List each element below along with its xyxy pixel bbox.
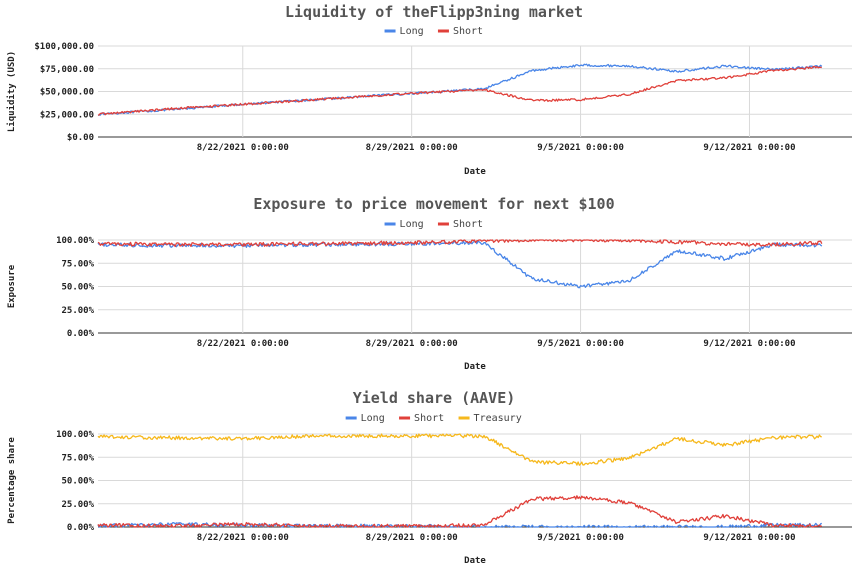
- y-tick-label: 75.00%: [61, 259, 94, 269]
- x-axis-label: Date: [464, 362, 486, 372]
- x-tick-label: 9/5/2021 0:00:00: [537, 143, 624, 153]
- y-tick-label: $25,000.00: [40, 110, 94, 120]
- x-tick-label: 8/22/2021 0:00:00: [197, 339, 289, 349]
- y-tick-label: 50.00%: [61, 477, 94, 487]
- x-tick-label: 8/22/2021 0:00:00: [197, 533, 289, 543]
- y-tick-label: 100.00%: [56, 430, 95, 440]
- series-line-long: [97, 240, 823, 289]
- legend-label-long: Long: [400, 219, 424, 230]
- series-line-treasury: [97, 433, 822, 466]
- x-tick-label: 9/12/2021 0:00:00: [703, 533, 795, 543]
- series-line-short: [97, 65, 822, 116]
- x-tick-label: 9/5/2021 0:00:00: [537, 533, 624, 543]
- y-tick-label: 100.00%: [56, 236, 95, 246]
- y-tick-label: $50,000.00: [40, 88, 94, 98]
- x-tick-label: 8/29/2021 0:00:00: [366, 533, 458, 543]
- x-axis-label: Date: [464, 556, 486, 566]
- legend-label-long: Long: [361, 413, 385, 424]
- y-axis-label: Exposure: [7, 264, 17, 308]
- y-tick-label: $0.00: [67, 133, 94, 143]
- y-tick-label: 75.00%: [61, 453, 94, 463]
- yield-share-chart: Yield share (AAVE) Long Short Treasury 0.00%…: [7, 389, 852, 566]
- legend: Long Short: [384, 26, 483, 37]
- series-line-short: [97, 239, 823, 248]
- legend-label-long: Long: [400, 26, 424, 37]
- legend: Long Short Treasury: [345, 413, 522, 424]
- chart-title: Yield share (AAVE): [353, 389, 516, 407]
- legend-label-short: Short: [453, 26, 483, 37]
- exposure-chart: Exposure to price movement for next $100…: [7, 195, 852, 372]
- x-axis-label: Date: [464, 167, 486, 177]
- y-axis-label: Liquidity (USD): [6, 51, 17, 132]
- x-tick-label: 8/22/2021 0:00:00: [197, 143, 289, 153]
- x-tick-label: 8/29/2021 0:00:00: [366, 339, 458, 349]
- legend: Long Short: [384, 219, 483, 230]
- x-tick-label: 8/29/2021 0:00:00: [366, 143, 458, 153]
- legend-label-treasury: Treasury: [474, 413, 522, 424]
- series-line-short: [97, 495, 823, 528]
- x-tick-label: 9/5/2021 0:00:00: [537, 339, 624, 349]
- x-tick-label: 9/12/2021 0:00:00: [703, 339, 795, 349]
- y-tick-label: $100,000.00: [34, 42, 94, 52]
- y-tick-label: 0.00%: [67, 329, 95, 339]
- x-tick-label: 9/12/2021 0:00:00: [703, 143, 795, 153]
- y-tick-label: 25.00%: [61, 306, 94, 316]
- chart-title: Exposure to price movement for next $100: [253, 195, 614, 213]
- liquidity-chart: Liquidity of theFlipp3ning market Long Sho…: [6, 3, 852, 177]
- legend-label-short: Short: [414, 413, 444, 424]
- y-tick-label: 25.00%: [61, 500, 94, 510]
- y-tick-label: 0.00%: [67, 523, 95, 533]
- y-tick-label: 50.00%: [61, 283, 94, 293]
- legend-label-short: Short: [453, 219, 483, 230]
- y-axis-label: Percentage share: [7, 437, 17, 524]
- y-tick-label: $75,000.00: [40, 65, 94, 75]
- chart-title: Liquidity of theFlipp3ning market: [285, 3, 583, 21]
